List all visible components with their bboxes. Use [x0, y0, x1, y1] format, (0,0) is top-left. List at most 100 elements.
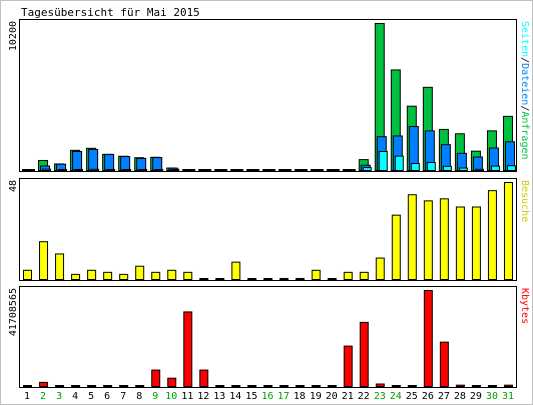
bar-kbytes-day-1 — [23, 385, 32, 387]
bar-kbytes-day-16 — [263, 385, 273, 387]
x-tick-label-day-25: 25 — [406, 391, 418, 402]
bar-pages-day-11 — [186, 169, 196, 171]
bar-pages-day-12 — [202, 169, 212, 171]
x-tick-label-day-12: 12 — [197, 391, 209, 402]
bar-kbytes-day-27 — [439, 341, 449, 387]
bar-visits-day-28 — [455, 206, 465, 280]
bar-visits-day-1 — [23, 269, 32, 280]
bar-visits-day-11 — [183, 271, 193, 281]
bar-visits-day-29 — [471, 206, 481, 280]
bar-visits-day-6 — [103, 271, 113, 281]
bar-kbytes-day-4 — [71, 385, 81, 387]
bar-kbytes-day-8 — [135, 385, 145, 387]
panel-frame-visits — [19, 178, 517, 281]
bar-kbytes-day-13 — [215, 385, 225, 387]
legend-part-0: Besuche — [519, 180, 530, 222]
bar-visits-day-10 — [167, 269, 177, 280]
bar-visits-day-23 — [375, 257, 385, 280]
bar-pages-day-15 — [250, 169, 260, 171]
bar-pages-day-4 — [74, 169, 84, 171]
ymax-label-kbytes: 41708565 — [8, 288, 19, 336]
x-tick-label-day-26: 26 — [422, 391, 434, 402]
bar-pages-day-3 — [58, 169, 68, 171]
legend-part-4: Anfragen — [519, 111, 530, 159]
bar-kbytes-day-20 — [327, 385, 337, 387]
bar-kbytes-day-12 — [199, 369, 209, 387]
bar-kbytes-day-3 — [55, 385, 65, 387]
bar-kbytes-day-23 — [375, 383, 385, 387]
bar-pages-day-25 — [410, 163, 420, 171]
x-tick-label-day-14: 14 — [229, 391, 241, 402]
bar-visits-day-21 — [343, 271, 353, 281]
bar-pages-day-22 — [362, 167, 372, 171]
bar-kbytes-day-21 — [343, 345, 353, 388]
bar-pages-day-28 — [458, 167, 468, 172]
x-tick-label-day-3: 3 — [56, 391, 62, 402]
bar-visits-day-24 — [391, 214, 401, 281]
bar-kbytes-day-14 — [231, 385, 241, 387]
x-tick-label-day-11: 11 — [181, 391, 193, 402]
bar-kbytes-day-30 — [487, 385, 497, 387]
bar-pages-day-30 — [490, 165, 500, 172]
x-tick-label-day-9: 9 — [152, 391, 158, 402]
x-tick-label-day-7: 7 — [120, 391, 126, 402]
bar-pages-day-14 — [234, 169, 244, 171]
legend-part-1: / — [519, 57, 530, 63]
bar-visits-day-12 — [199, 278, 209, 280]
bar-kbytes-day-26 — [423, 290, 433, 387]
bar-pages-day-2 — [42, 168, 52, 172]
bar-visits-day-19 — [311, 269, 321, 280]
bar-pages-day-10 — [170, 169, 180, 171]
ymax-label-visits: 48 — [8, 180, 19, 192]
bar-files-day-9 — [152, 157, 163, 171]
bar-pages-day-29 — [474, 168, 484, 172]
bar-files-day-8 — [136, 157, 147, 172]
x-tick-label-day-6: 6 — [104, 391, 110, 402]
x-tick-label-day-16: 16 — [261, 391, 273, 402]
x-tick-label-day-21: 21 — [342, 391, 354, 402]
bar-kbytes-day-6 — [103, 385, 113, 387]
bar-kbytes-day-10 — [167, 377, 177, 388]
chart-title: Tagesübersicht für Mai 2015 — [21, 6, 200, 19]
x-tick-label-day-5: 5 — [88, 391, 94, 402]
x-tick-label-day-15: 15 — [245, 391, 257, 402]
bar-pages-day-13 — [218, 169, 228, 171]
x-tick-label-day-31: 31 — [502, 391, 514, 402]
bar-kbytes-day-22 — [359, 321, 369, 387]
bar-visits-day-13 — [215, 278, 225, 280]
bar-kbytes-day-28 — [455, 384, 465, 388]
x-tick-label-day-1: 1 — [24, 391, 30, 402]
x-tick-label-day-29: 29 — [470, 391, 482, 402]
bar-kbytes-day-17 — [279, 385, 289, 387]
bar-visits-day-2 — [39, 241, 49, 280]
bar-pages-day-27 — [442, 165, 452, 172]
bar-visits-day-5 — [87, 269, 97, 280]
bar-visits-day-14 — [231, 261, 241, 280]
panel-frame-kbytes — [19, 286, 517, 388]
bar-pages-day-8 — [138, 169, 148, 171]
x-tick-label-day-13: 13 — [213, 391, 225, 402]
bar-visits-day-7 — [119, 273, 129, 280]
bar-kbytes-day-18 — [295, 385, 305, 387]
bar-kbytes-day-24 — [391, 385, 401, 387]
bar-visits-day-17 — [279, 277, 289, 281]
x-tick-label-day-28: 28 — [454, 391, 466, 402]
legend-part-3: / — [519, 105, 530, 111]
bar-pages-day-9 — [154, 169, 164, 171]
legend-part-2: Dateien — [519, 63, 530, 105]
bar-pages-day-5 — [90, 168, 100, 172]
ymax-label-hits-files-pages: 10200 — [8, 21, 19, 51]
bar-kbytes-day-25 — [407, 385, 417, 387]
bar-kbytes-day-2 — [39, 381, 49, 387]
bar-visits-day-4 — [71, 273, 81, 280]
bar-kbytes-day-15 — [247, 385, 257, 387]
bar-visits-day-27 — [439, 198, 449, 280]
bar-kbytes-day-31 — [503, 384, 513, 388]
bar-kbytes-day-11 — [183, 311, 193, 388]
bar-files-day-5 — [88, 148, 99, 171]
legend-label-kbytes: Kbytes — [519, 288, 530, 324]
bar-visits-day-8 — [135, 265, 145, 281]
x-tick-label-day-10: 10 — [165, 391, 177, 402]
bar-pages-day-20 — [330, 169, 340, 171]
